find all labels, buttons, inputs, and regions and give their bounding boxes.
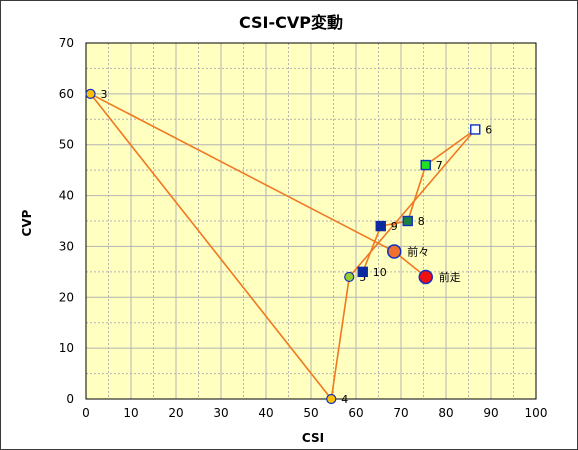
x-tick-label: 40 xyxy=(258,406,273,420)
data-point-label: 10 xyxy=(373,266,387,279)
series-path-line xyxy=(89,93,476,401)
data-point-label: 前々 xyxy=(407,245,429,259)
y-tick-label: 40 xyxy=(59,189,74,203)
y-tick-label: 60 xyxy=(59,87,74,101)
x-tick-label: 80 xyxy=(438,406,453,420)
data-point-marker xyxy=(357,266,368,278)
data-point-marker xyxy=(470,124,481,135)
x-tick-label: 100 xyxy=(525,406,548,420)
data-point-marker xyxy=(85,88,96,99)
y-tick-labels: 0 10 20 30 40 50 60 70 xyxy=(59,36,74,406)
chart-title: CSI-CVP変動 xyxy=(239,13,343,32)
plot-border xyxy=(85,42,537,400)
y-tick-label: 50 xyxy=(59,138,74,152)
data-point-marker xyxy=(420,159,431,171)
data-point-marker xyxy=(344,271,355,283)
data-point-label: 6 xyxy=(485,123,492,136)
y-tick-label: 0 xyxy=(66,392,74,406)
data-point-marker xyxy=(326,393,337,405)
x-tick-label: 70 xyxy=(393,406,408,420)
x-tick-label: 90 xyxy=(483,406,498,420)
data-point-label: 7 xyxy=(436,159,443,172)
y-tick-label: 70 xyxy=(59,36,74,50)
data-point-marker xyxy=(418,269,433,285)
data-point-label: 前走 xyxy=(439,270,461,284)
x-axis-title: CSI xyxy=(302,431,324,445)
grid-lines xyxy=(85,42,537,400)
x-tick-label: 20 xyxy=(168,406,183,420)
data-point-label: 9 xyxy=(391,220,398,233)
x-tick-label: 60 xyxy=(348,406,363,420)
x-tick-label: 10 xyxy=(123,406,138,420)
x-tick-labels: 0 10 20 30 40 50 60 70 80 90 100 xyxy=(82,406,547,420)
data-point-label: 5 xyxy=(359,271,366,284)
data-point-marker xyxy=(387,244,402,259)
y-tick-label: 30 xyxy=(59,239,74,253)
data-point-label: 8 xyxy=(418,215,425,228)
data-point-marker xyxy=(402,215,413,227)
data-point-label: 4 xyxy=(341,393,348,406)
y-tick-label: 20 xyxy=(59,290,74,304)
y-tick-label: 10 xyxy=(59,341,74,355)
x-tick-label: 0 xyxy=(82,406,90,420)
y-axis-title: CVP xyxy=(20,209,34,236)
x-tick-label: 50 xyxy=(303,406,318,420)
x-tick-label: 30 xyxy=(213,406,228,420)
data-point-label: 3 xyxy=(101,88,108,101)
data-point-marker xyxy=(375,220,386,232)
